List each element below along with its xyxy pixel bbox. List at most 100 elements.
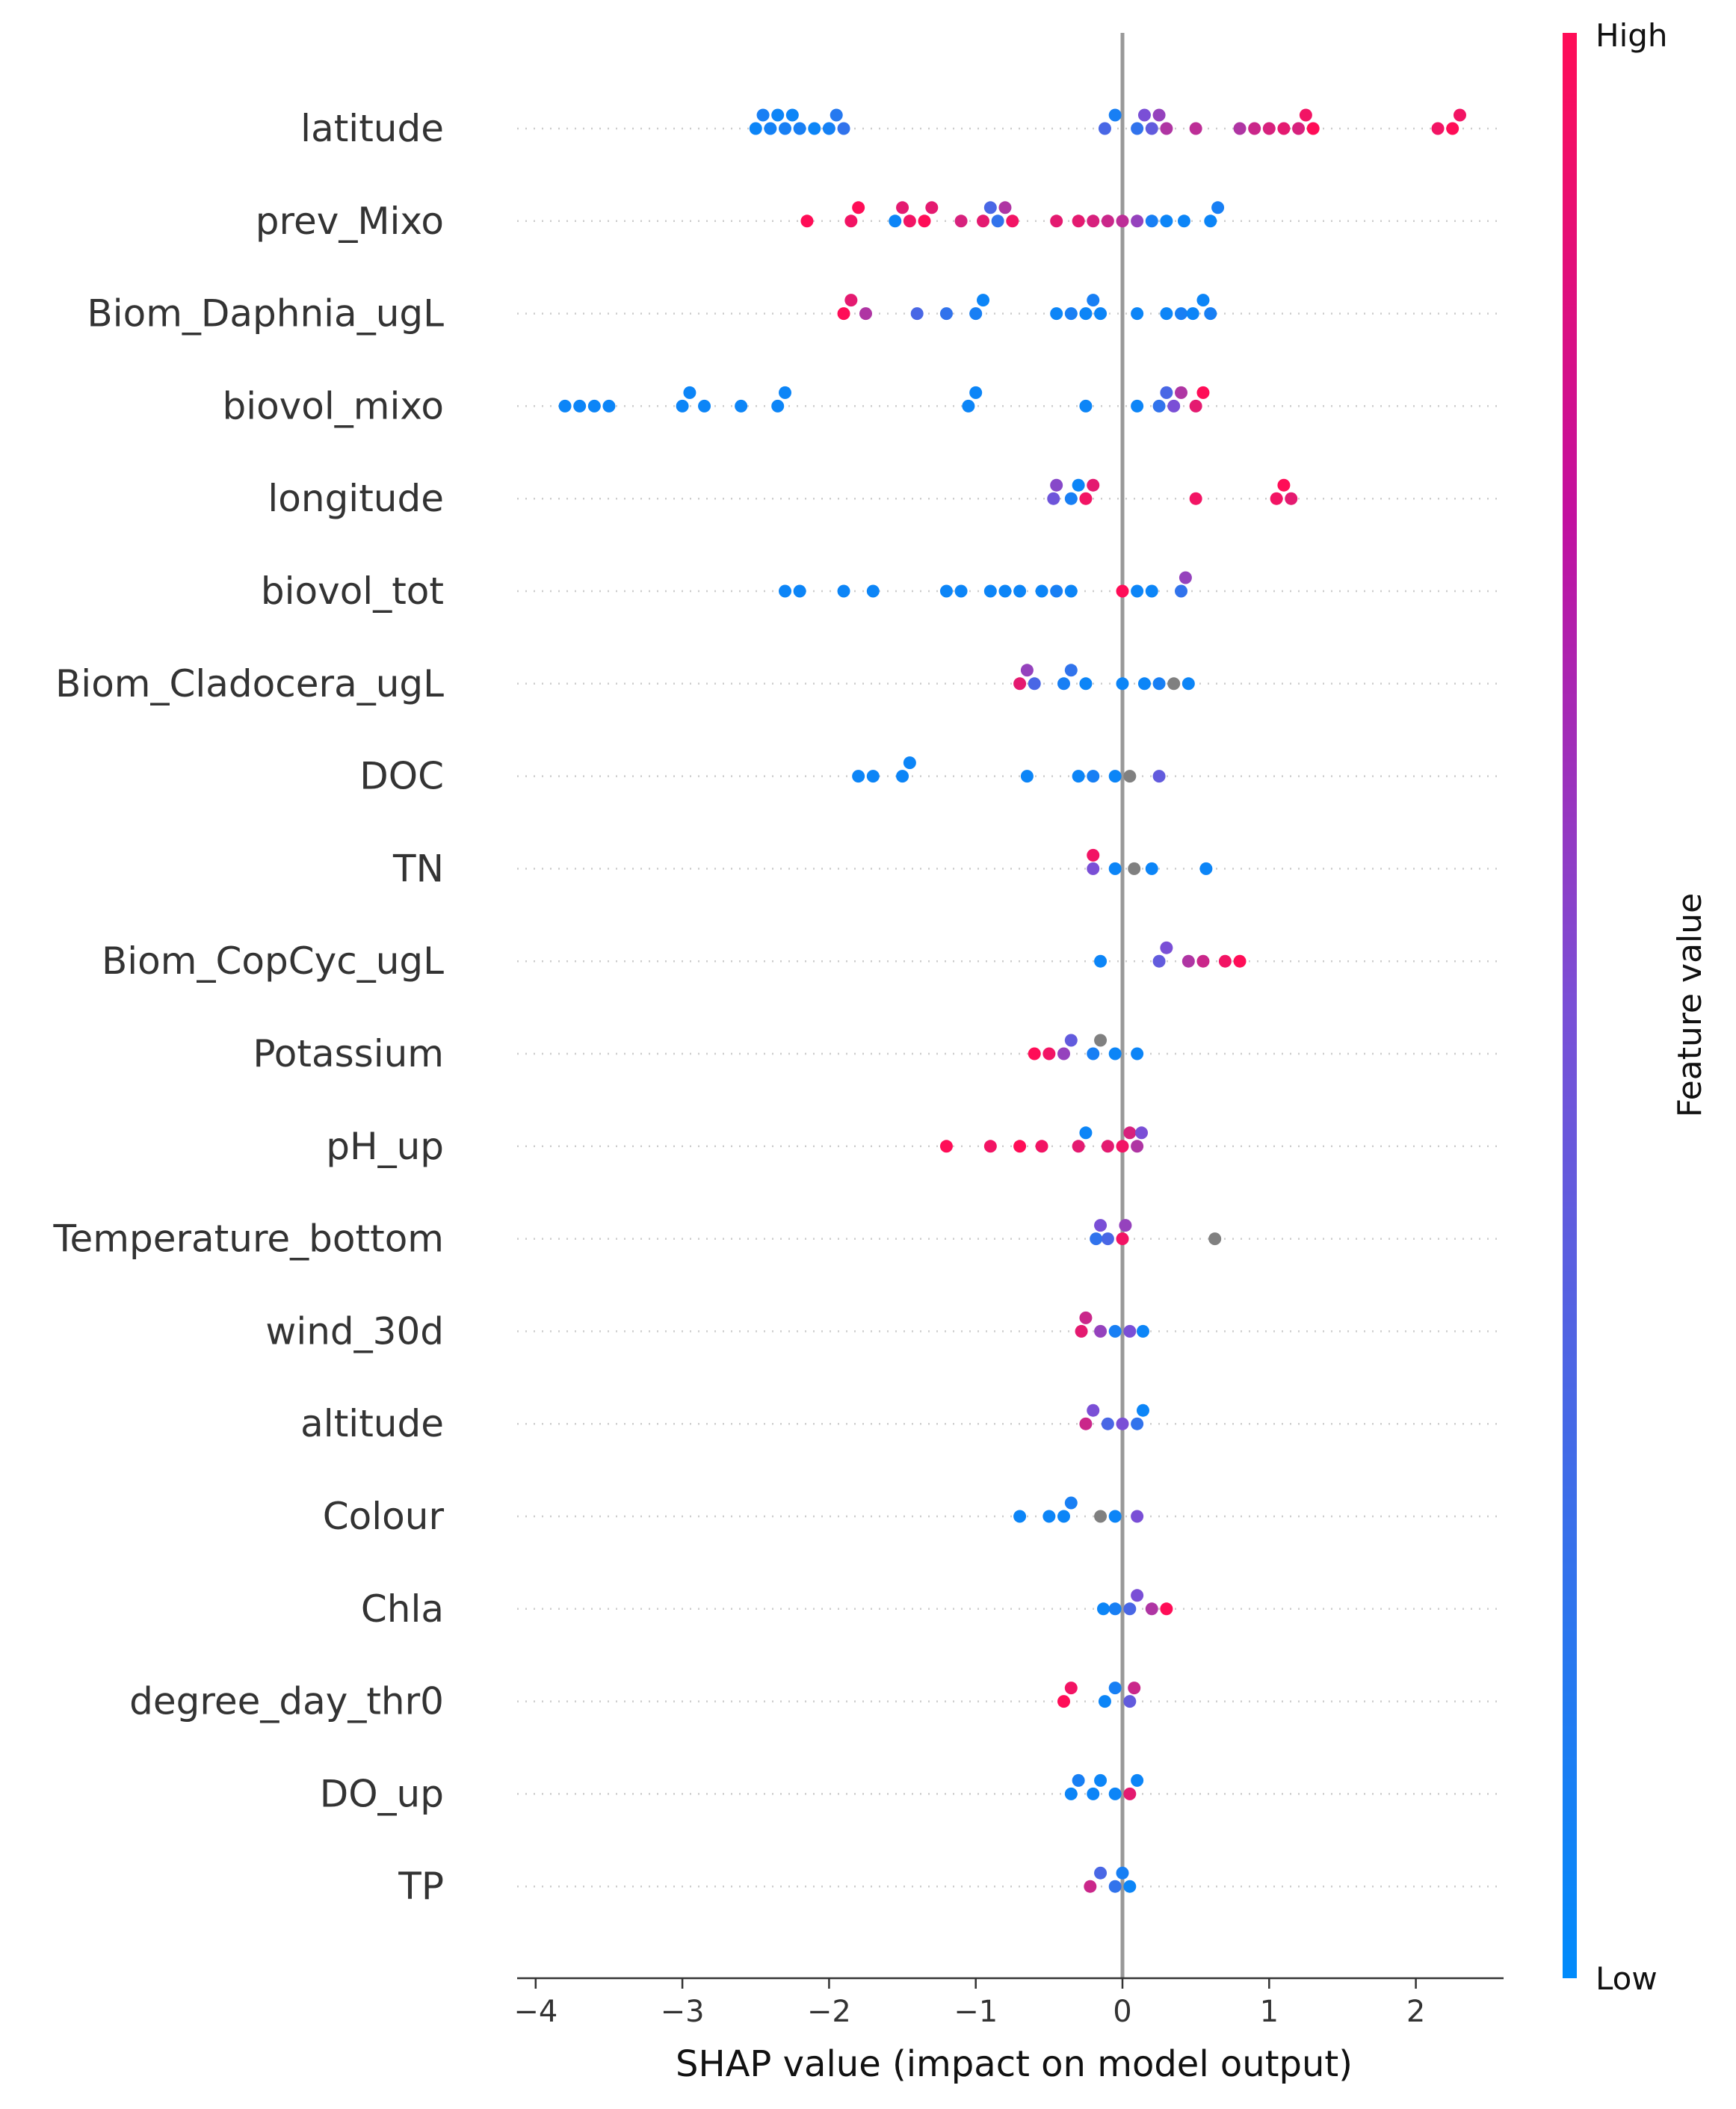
shap-point (896, 201, 909, 214)
feature-label: Biom_Cladocera_ugL (55, 662, 444, 705)
shap-point (1094, 1219, 1108, 1232)
x-tick-label: −2 (807, 1995, 851, 2029)
shap-point (1431, 122, 1445, 135)
shap-point (1042, 1510, 1056, 1523)
shap-point (1087, 770, 1100, 783)
shap-point (866, 770, 880, 783)
shap-point (1196, 386, 1210, 399)
shap-point (1175, 386, 1188, 399)
shap-point (1128, 862, 1141, 875)
shap-point (1020, 664, 1034, 677)
shap-point (1087, 214, 1100, 228)
shap-point (1072, 770, 1085, 783)
colorbar-title: Feature value (1671, 893, 1709, 1117)
shap-point (1064, 584, 1078, 598)
shap-point (1196, 294, 1210, 307)
shap-point (1136, 1404, 1149, 1417)
shap-point (764, 122, 777, 135)
shap-point (1013, 584, 1027, 598)
shap-point (991, 214, 1004, 228)
shap-point (954, 214, 968, 228)
shap-point (1108, 770, 1122, 783)
shap-point (1064, 1682, 1078, 1695)
shap-point (1108, 1682, 1122, 1695)
shap-point (1145, 862, 1158, 875)
shap-point (1119, 1219, 1132, 1232)
feature-label: degree_day_thr0 (129, 1680, 444, 1723)
x-tick-label: −3 (661, 1995, 705, 2029)
feature-label: Temperature_bottom (52, 1217, 444, 1261)
shap-point (1167, 677, 1181, 691)
shap-point (1101, 1140, 1114, 1153)
shap-point (1123, 770, 1137, 783)
shap-point (998, 584, 1012, 598)
shap-point (1152, 108, 1166, 122)
colorbar-gradient (1563, 33, 1577, 1978)
feature-label: longitude (268, 477, 444, 520)
shap-point (1208, 1232, 1222, 1246)
shap-point (844, 214, 858, 228)
shap-point (1131, 1510, 1144, 1523)
shap-point (1128, 1682, 1141, 1695)
shap-point (1096, 1602, 1110, 1616)
shap-point (800, 214, 814, 228)
shap-point (1101, 1232, 1114, 1246)
shap-point (1098, 122, 1111, 135)
shap-point (779, 386, 792, 399)
shap-point (830, 108, 843, 122)
shap-point (1057, 1510, 1070, 1523)
shap-point (1116, 1417, 1129, 1430)
shap-point (793, 584, 806, 598)
x-axis: −4 −3 −2 −1 0 1 2 (513, 1977, 1504, 2029)
colorbar: High Low Feature value (1563, 17, 1709, 1997)
shap-point (983, 584, 997, 598)
shap-point (1050, 307, 1063, 321)
shap-point (1189, 122, 1202, 135)
shap-point (1306, 122, 1320, 135)
shap-point (1262, 122, 1276, 135)
shap-point (1094, 954, 1108, 968)
shap-point (683, 386, 696, 399)
feature-label: DO_up (320, 1772, 444, 1815)
shap-point (1199, 862, 1213, 875)
shap-point (1108, 1602, 1122, 1616)
shap-point (1135, 1126, 1149, 1140)
shap-point (1211, 201, 1225, 214)
x-tick-label: −1 (954, 1995, 998, 2029)
feature-label: wind_30d (265, 1309, 444, 1353)
shap-point (1087, 294, 1100, 307)
shap-point (771, 399, 785, 413)
shap-point (676, 399, 689, 413)
shap-point (1116, 1866, 1129, 1880)
shap-point (1131, 1589, 1144, 1602)
shap-point (1204, 214, 1217, 228)
shap-point (1079, 1311, 1093, 1324)
shap-point (779, 584, 792, 598)
shap-point (1453, 108, 1466, 122)
shap-point (1152, 677, 1166, 691)
shap-point (1101, 214, 1114, 228)
shap-point (1013, 1140, 1027, 1153)
shap-point (1013, 1510, 1027, 1523)
shap-point (1277, 478, 1291, 492)
shap-point (1094, 1773, 1108, 1787)
shap-point (587, 399, 601, 413)
shap-point (1108, 1324, 1122, 1338)
shap-point (749, 122, 762, 135)
shap-point (1064, 492, 1078, 505)
shap-point (602, 399, 616, 413)
shap-point (1072, 1773, 1085, 1787)
shap-point (1090, 1232, 1103, 1246)
shap-point (1108, 1787, 1122, 1800)
shap-point (939, 1140, 953, 1153)
points-layer (558, 108, 1466, 1893)
shap-point (698, 399, 711, 413)
shap-point (1072, 478, 1085, 492)
shap-point (1292, 122, 1306, 135)
x-tick-label: 0 (1113, 1995, 1131, 2029)
shap-point (1079, 1126, 1093, 1140)
shap-point (1108, 108, 1122, 122)
shap-point (852, 770, 865, 783)
shap-point (1116, 1140, 1129, 1153)
shap-point (1116, 677, 1129, 691)
